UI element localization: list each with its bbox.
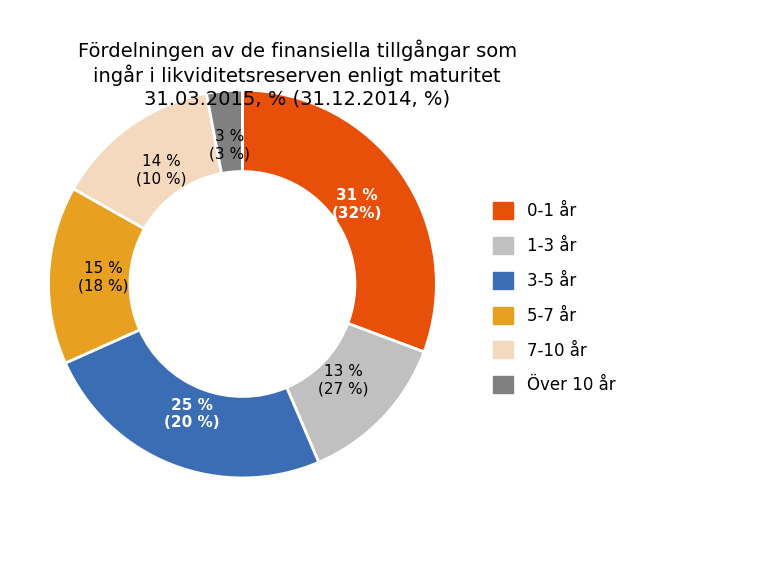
Text: Fördelningen av de finansiella tillgångar som
ingår i likviditetsreserven enligt: Fördelningen av de finansiella tillgånga… [77,40,517,108]
Text: 31 %
(32%): 31 % (32%) [332,188,382,220]
Wedge shape [66,330,319,478]
Text: 13 %
(27 %): 13 % (27 %) [318,364,368,396]
Wedge shape [242,90,436,352]
Text: 3 %
(3 %): 3 % (3 %) [209,129,250,161]
Text: 14 %
(10 %): 14 % (10 %) [136,154,186,187]
Wedge shape [287,323,424,462]
Text: 25 %
(20 %): 25 % (20 %) [163,398,219,430]
Wedge shape [74,93,221,229]
Wedge shape [48,189,145,363]
Wedge shape [206,90,242,173]
Legend: 0-1 år, 1-3 år, 3-5 år, 5-7 år, 7-10 år, Över 10 år: 0-1 år, 1-3 år, 3-5 år, 5-7 år, 7-10 år,… [493,202,615,394]
Text: 15 %
(18 %): 15 % (18 %) [77,261,128,294]
